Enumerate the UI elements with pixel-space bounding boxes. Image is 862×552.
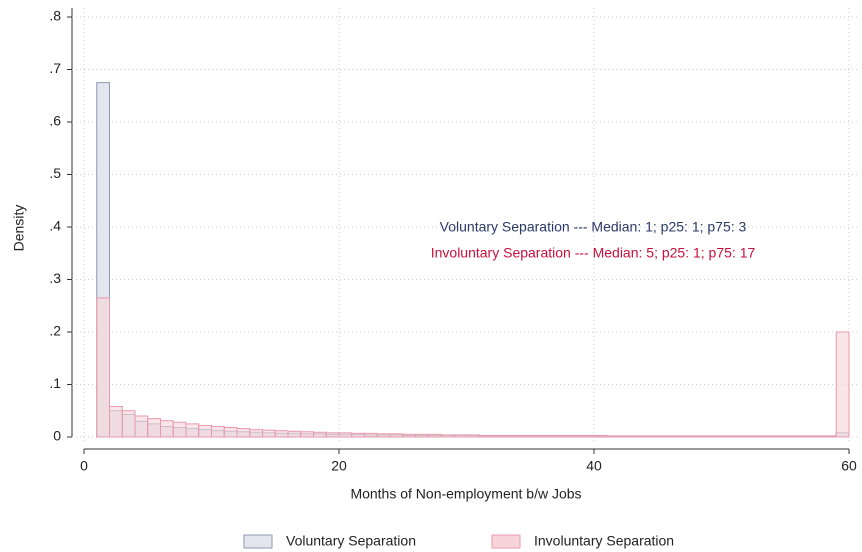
histogram-bar <box>504 434 518 438</box>
histogram-bar <box>325 432 340 438</box>
histogram-bar <box>619 435 633 438</box>
histogram-bar <box>784 435 799 438</box>
x-tick-label: 0 <box>80 458 88 474</box>
histogram-bar <box>733 435 748 438</box>
histogram-bar <box>568 434 582 438</box>
histogram-bar <box>670 435 684 438</box>
legend-label: Involuntary Separation <box>534 533 674 549</box>
histogram-bar <box>313 431 327 438</box>
histogram-bar <box>593 434 608 438</box>
histogram-bar <box>134 415 149 438</box>
histogram-bar <box>211 426 225 438</box>
histogram-bar <box>389 433 404 438</box>
histogram-bar <box>517 434 531 438</box>
histogram-bar <box>223 427 238 438</box>
histogram-bar <box>351 432 365 438</box>
legend-swatch <box>491 534 521 549</box>
histogram-bar <box>415 433 429 438</box>
x-tick-label: 60 <box>841 458 857 474</box>
histogram-bar <box>147 418 161 438</box>
histogram-bar <box>721 435 735 438</box>
y-axis-label: Density <box>11 205 27 252</box>
histogram-bar <box>364 432 378 438</box>
histogram-bar <box>274 430 289 438</box>
histogram-bar <box>96 297 110 438</box>
histogram-bar <box>555 434 569 438</box>
histogram-bar <box>160 420 174 438</box>
y-tick-label: .4 <box>49 218 61 234</box>
histogram-bar <box>466 434 480 438</box>
histogram-bar <box>810 435 824 438</box>
histogram-bar <box>644 435 659 438</box>
histogram-bar <box>453 434 467 438</box>
histogram-bar <box>185 423 200 438</box>
histogram-bar <box>529 434 544 438</box>
histogram-bar <box>631 435 646 438</box>
histogram-bar <box>262 429 276 438</box>
histogram-bar <box>338 432 353 438</box>
histogram-bar <box>300 431 314 438</box>
histogram-bar <box>491 434 506 438</box>
y-tick-label: .8 <box>49 8 61 24</box>
histogram-bar <box>478 434 493 438</box>
legend-swatch <box>243 534 273 549</box>
histogram-bar <box>427 433 442 438</box>
histogram-bar <box>746 435 761 438</box>
x-axis-label: Months of Non-employment b/w Jobs <box>350 486 581 502</box>
histogram-bar <box>682 435 697 438</box>
histogram-bar <box>708 435 722 438</box>
histogram-bar <box>198 424 212 438</box>
histogram-bar <box>440 434 455 438</box>
histogram-bar <box>657 435 671 438</box>
histogram-bar <box>772 435 786 438</box>
y-tick-label: .1 <box>49 375 61 391</box>
y-tick-label: .6 <box>49 113 61 129</box>
histogram-bar <box>402 433 416 438</box>
histogram-bar <box>109 406 123 438</box>
annotation: Voluntary Separation --- Median: 1; p25:… <box>440 219 747 235</box>
y-tick-label: 0 <box>53 428 61 444</box>
histogram-bar <box>172 421 187 438</box>
histogram-bar <box>236 428 251 438</box>
x-tick-label: 20 <box>331 458 347 474</box>
histogram-bar <box>121 410 136 438</box>
y-tick-label: .7 <box>49 60 61 76</box>
histogram-bar <box>287 430 302 438</box>
histogram-bar <box>797 435 812 438</box>
histogram-bar <box>580 434 595 438</box>
histogram-bar <box>249 429 263 438</box>
x-tick-label: 40 <box>586 458 602 474</box>
histogram-bar <box>542 434 557 438</box>
y-tick-label: .2 <box>49 323 61 339</box>
histogram-bar <box>759 435 773 438</box>
annotation: Involuntary Separation --- Median: 5; p2… <box>431 245 756 261</box>
histogram-bar <box>695 435 710 438</box>
histogram-bar <box>835 331 850 438</box>
histogram-bar <box>606 435 620 438</box>
histogram-bar <box>823 435 837 438</box>
legend-label: Voluntary Separation <box>286 533 416 549</box>
y-tick-label: .5 <box>49 165 61 181</box>
y-tick-label: .3 <box>49 270 61 286</box>
histogram-bar <box>376 433 391 438</box>
